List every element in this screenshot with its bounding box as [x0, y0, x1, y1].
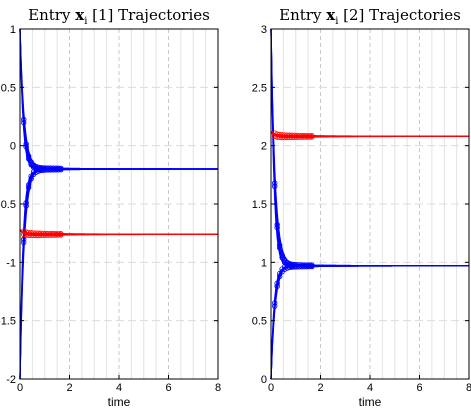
- series-marker: [23, 200, 29, 206]
- series-lines: [270, 28, 469, 380]
- y-tick-label: -1: [6, 257, 16, 269]
- series-marker: [272, 300, 278, 306]
- entry-2-trajectories-chart: Entry xi [2] Trajectories time 0 2 4 6 8 0 0.5…: [252, 6, 471, 409]
- chart-title: Entry xi [2] Trajectories: [279, 6, 461, 27]
- series-marker: [23, 141, 29, 147]
- series-marker: [58, 165, 64, 172]
- y-tick-label: 0.5: [1, 82, 16, 94]
- grid-major: [19, 28, 219, 380]
- series-marker: [55, 165, 62, 172]
- series-marker: [55, 231, 62, 237]
- series-markers: [21, 165, 64, 246]
- x-tick-label: 2: [66, 382, 72, 394]
- x-tick-label: 0: [268, 382, 274, 394]
- y-tick-label: 1: [261, 257, 267, 269]
- y-tick-label: 0: [261, 374, 267, 386]
- y-tick-label: -1.5: [0, 316, 16, 328]
- series-marker: [23, 202, 29, 209]
- grid-major: [270, 28, 470, 380]
- chart-title: Entry xi [1] Trajectories: [28, 6, 210, 27]
- series-marker: [58, 231, 64, 237]
- series-marker: [274, 221, 280, 228]
- x-tick-label: 0: [17, 382, 23, 394]
- y-tick-label: 2: [261, 141, 267, 153]
- entry-1-trajectories-chart: Entry xi [1] Trajectories time 0 2 4 6 8 -2 -1…: [0, 6, 221, 409]
- series-marker: [306, 262, 313, 268]
- x-axis-label: time: [359, 395, 382, 409]
- series-line: [19, 28, 218, 170]
- series-markers: [272, 130, 315, 141]
- x-tick-label: 6: [416, 382, 422, 394]
- ticks: 0 2 4 6 8 0 0.5 1 1.5 2 2.5 3: [252, 24, 471, 394]
- y-tick-label: 1: [10, 24, 16, 36]
- series-marker: [23, 144, 29, 150]
- series-marker: [21, 239, 27, 246]
- series-marker: [25, 184, 32, 191]
- series-marker: [309, 262, 315, 268]
- series-marker: [274, 280, 280, 287]
- series-marker: [21, 116, 27, 123]
- y-tick-label: 1.5: [252, 199, 267, 211]
- series-marker: [279, 252, 285, 258]
- series-marker: [21, 228, 27, 234]
- series-marker: [309, 133, 315, 139]
- series-marker: [272, 303, 278, 309]
- series-markers: [272, 262, 315, 309]
- series-marker: [306, 133, 313, 139]
- x-tick-label: 6: [165, 382, 171, 394]
- y-tick-label: 2.5: [252, 82, 267, 94]
- x-tick-label: 2: [317, 382, 323, 394]
- y-tick-label: -2: [6, 374, 16, 386]
- ticks: 0 2 4 6 8 -2 -1.5 -1 -0.5 0 0.5 1: [0, 24, 221, 394]
- x-tick-label: 8: [215, 382, 221, 394]
- series-marker: [21, 236, 27, 243]
- series-marker: [276, 242, 283, 248]
- series-lines: [19, 28, 218, 380]
- series-marker: [281, 266, 288, 272]
- x-tick-label: 4: [367, 382, 373, 394]
- series-marker: [272, 130, 278, 136]
- x-tick-label: 4: [116, 382, 122, 394]
- y-tick-label: -0.5: [0, 199, 16, 211]
- series-marker: [276, 273, 283, 280]
- series-marker: [281, 264, 288, 270]
- series-marker: [272, 183, 278, 189]
- series-marker: [28, 176, 34, 182]
- series-marker: [21, 119, 27, 126]
- series-marker: [25, 182, 32, 188]
- series-marker: [274, 224, 280, 231]
- x-axis-label: time: [108, 395, 131, 409]
- series-markers: [21, 228, 64, 239]
- series-marker: [33, 167, 39, 173]
- series-marker: [274, 283, 280, 289]
- x-tick-label: 8: [466, 382, 471, 394]
- series-marker: [25, 153, 32, 159]
- y-tick-label: 0: [10, 141, 16, 153]
- series-marker: [272, 180, 278, 186]
- y-tick-label: 0.5: [252, 316, 267, 328]
- series-marker: [276, 245, 283, 251]
- y-tick-label: 3: [261, 24, 267, 36]
